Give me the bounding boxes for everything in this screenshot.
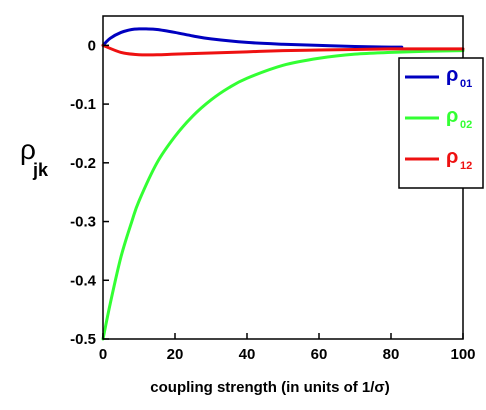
- series-line-12: [101, 43, 465, 57]
- x-tick-label: 60: [311, 346, 328, 363]
- y-tick-label: -0.4: [70, 272, 97, 289]
- x-axis-label: coupling strength (in units of 1/σ): [150, 379, 389, 396]
- y-tick-label: -0.1: [70, 96, 96, 113]
- series-line-01: [101, 27, 404, 49]
- legend-label-symbol: ρ: [446, 64, 458, 86]
- legend-box: [398, 57, 484, 189]
- y-axis-label: ρ jk: [20, 134, 49, 180]
- legend: ρ 01ρ 02ρ 12: [398, 57, 484, 189]
- y-tick-label: 0: [88, 37, 96, 54]
- legend-label-symbol: ρ: [446, 105, 458, 127]
- x-tick-label: 80: [383, 346, 400, 363]
- legend-item-01: ρ 01: [405, 64, 472, 90]
- legend-item-12: ρ 12: [405, 146, 472, 172]
- x-tick-label: 0: [99, 346, 107, 363]
- series-line-02: [101, 49, 465, 341]
- y-tick-label: -0.3: [70, 214, 96, 231]
- legend-label-subscript: 01: [460, 78, 472, 90]
- x-tick-label: 100: [450, 346, 475, 363]
- x-tick-label: 40: [239, 346, 256, 363]
- series-curves: [101, 27, 465, 341]
- legend-label-symbol: ρ: [446, 146, 458, 168]
- y-axis-ticks: 0 -0.1 -0.2 -0.3 -0.4 -0.5: [70, 37, 109, 348]
- x-tick-label: 20: [167, 346, 184, 363]
- y-tick-label: -0.5: [70, 331, 96, 348]
- legend-label-subscript: 02: [460, 119, 472, 131]
- y-axis-label-subscript: jk: [32, 160, 49, 180]
- x-axis-ticks: 0 20 40 60 80 100: [99, 333, 476, 363]
- y-tick-label: -0.2: [70, 155, 96, 172]
- legend-item-02: ρ 02: [405, 105, 472, 131]
- legend-label-subscript: 12: [460, 160, 472, 172]
- y-axis-label-symbol: ρ: [20, 134, 36, 165]
